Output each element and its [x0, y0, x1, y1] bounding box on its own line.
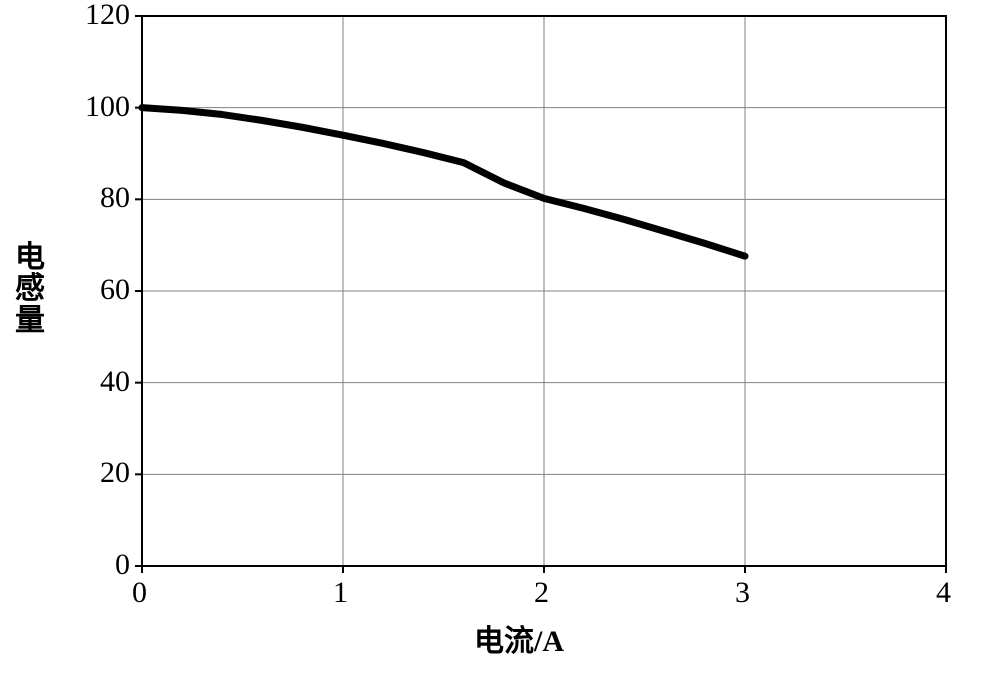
y-tick-label: 60	[100, 273, 130, 307]
inductance-vs-current-chart: 电感量 电流/A 0 20 40 60 80 100 120 0 1 2 3 4	[0, 0, 982, 697]
x-tick-label: 2	[534, 576, 549, 610]
y-axis-title: 电感量	[10, 242, 50, 337]
y-tick-label: 120	[85, 0, 130, 32]
x-tick-label: 0	[132, 576, 147, 610]
y-tick-label: 0	[115, 548, 130, 582]
y-tick-label: 40	[100, 365, 130, 399]
x-axis-title: 电流/A	[474, 616, 564, 660]
x-tick-label: 1	[333, 576, 348, 610]
x-tick-label: 4	[936, 576, 951, 610]
x-tick-label: 3	[735, 576, 750, 610]
chart-svg	[0, 0, 982, 697]
y-tick-label: 100	[85, 90, 130, 124]
y-tick-label: 80	[100, 181, 130, 215]
y-tick-label: 20	[100, 456, 130, 490]
